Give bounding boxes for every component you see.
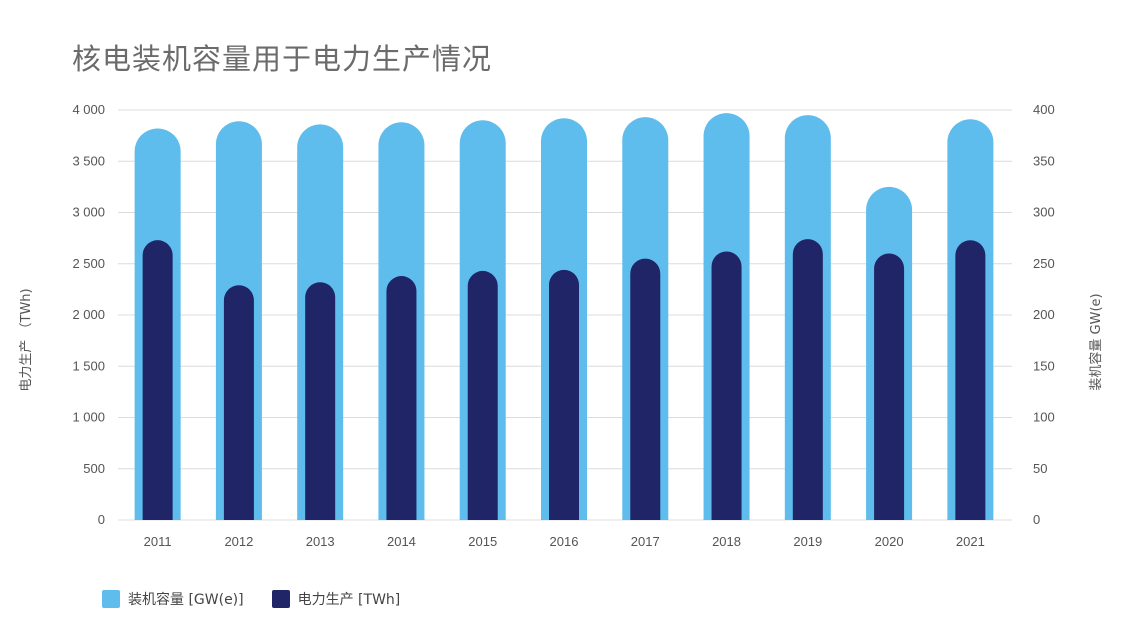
production-bar (386, 276, 417, 520)
production-swatch (271, 590, 290, 608)
legend-capacity-label: 装机容量 [GW(e)] (128, 592, 244, 608)
left-tick-label: 4 000 (72, 102, 105, 117)
x-tick-label: 2020 (875, 534, 904, 549)
right-tick-label: 350 (1033, 153, 1055, 168)
left-axis-title: 电力生产 （TWh) (19, 288, 34, 391)
x-tick-label: 2021 (956, 534, 985, 549)
right-tick-label: 200 (1033, 307, 1055, 322)
left-tick-label: 3 000 (72, 205, 105, 220)
legend-item-production: 电力生产 [TWh] (271, 589, 401, 609)
left-tick-label: 1 500 (72, 358, 105, 373)
production-bar (142, 240, 173, 521)
production-bar (305, 282, 336, 520)
production-bar (792, 239, 823, 520)
x-tick-label: 2014 (387, 534, 416, 549)
x-tick-label: 2015 (468, 534, 497, 549)
right-tick-label: 250 (1033, 256, 1055, 271)
legend-item-capacity: 装机容量 [GW(e)] (102, 589, 244, 609)
left-axis-ticks: 0 500 1 000 1 500 2 000 2 500 3 000 3 500 4 000 (72, 102, 105, 527)
right-tick-label: 400 (1033, 102, 1055, 117)
production-bar (630, 258, 661, 520)
production-bar (711, 251, 742, 520)
legend-production-label: 电力生产 [TWh] (297, 592, 401, 608)
production-bar (955, 240, 986, 521)
production-bar (549, 269, 579, 520)
x-axis-ticks: 2011 2012 2013 2014 2015 2016 2017 2018 2019 2020… (144, 534, 985, 549)
left-tick-label: 0 (98, 512, 105, 527)
x-tick-label: 2013 (306, 534, 335, 549)
right-axis-ticks: 0 50 100 150 200 250 300 350 400 (1033, 102, 1055, 527)
right-tick-label: 300 (1033, 205, 1055, 220)
right-tick-label: 100 (1033, 410, 1055, 425)
left-tick-label: 3 500 (72, 153, 105, 168)
right-tick-label: 150 (1033, 358, 1055, 373)
capacity-swatch (102, 590, 120, 608)
left-tick-label: 1 000 (72, 410, 105, 425)
x-tick-label: 2019 (793, 534, 822, 549)
x-tick-label: 2011 (144, 534, 172, 549)
production-bar (467, 270, 498, 520)
x-tick-label: 2016 (550, 534, 579, 549)
x-tick-label: 2012 (224, 534, 253, 549)
right-axis-title: 装机容量 GW(e) (1088, 293, 1104, 390)
right-tick-label: 50 (1033, 461, 1047, 476)
production-bar (874, 253, 905, 520)
x-tick-label: 2018 (712, 534, 741, 549)
legend: 装机容量 [GW(e)] 电力生产 [TWh] (102, 589, 400, 609)
x-tick-label: 2017 (631, 534, 660, 549)
right-tick-label: 0 (1033, 512, 1040, 527)
chart-title: 核电装机容量用于电力生产情况 (72, 42, 493, 76)
left-tick-label: 500 (83, 461, 105, 476)
left-tick-label: 2 000 (72, 307, 105, 322)
left-tick-label: 2 500 (72, 256, 105, 271)
bars (134, 113, 994, 521)
production-bar (223, 285, 254, 520)
